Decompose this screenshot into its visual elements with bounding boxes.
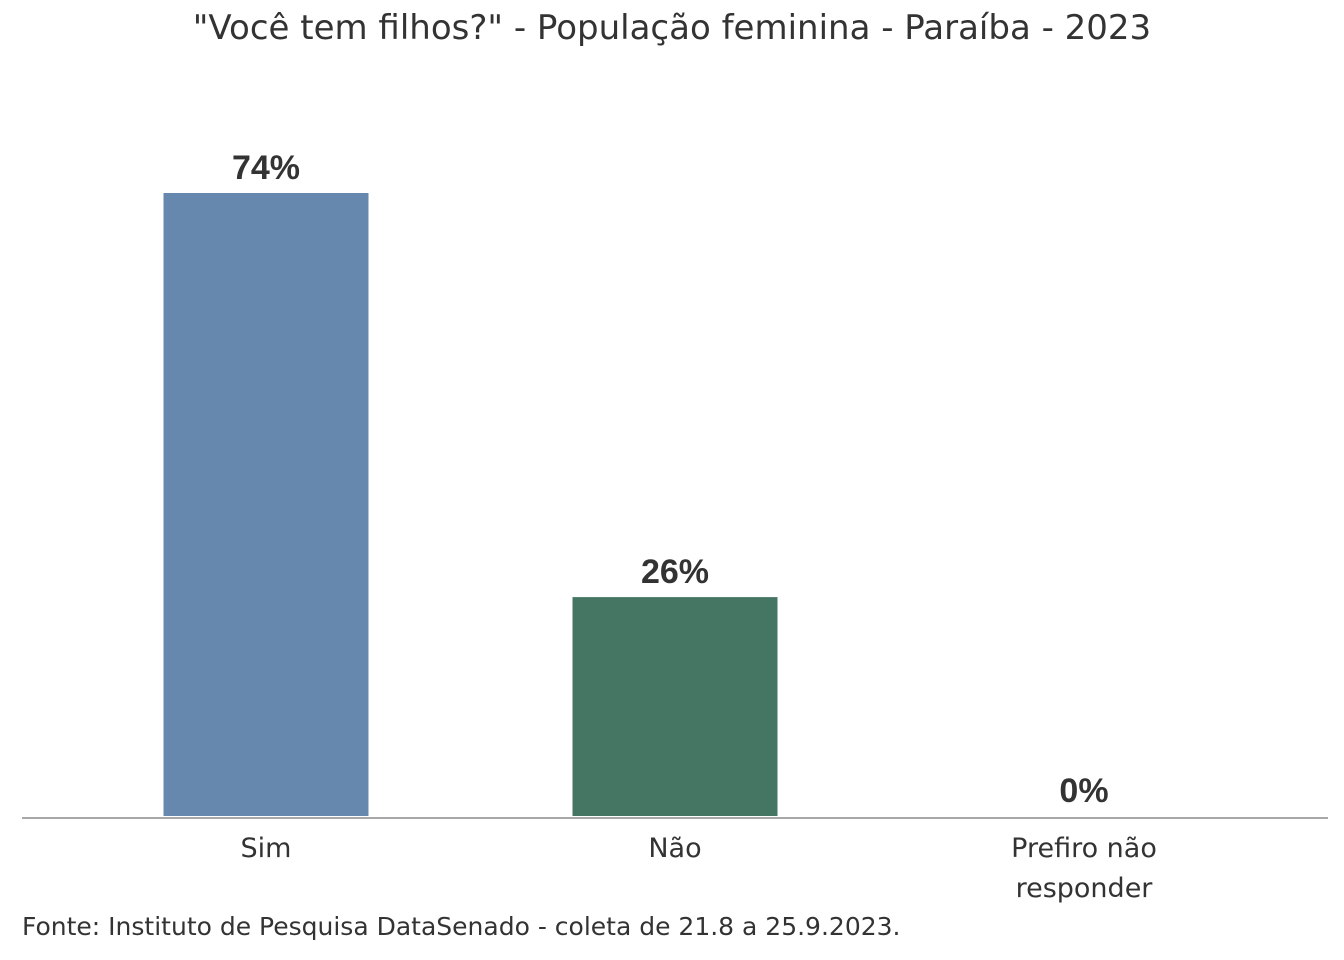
source-note: Fonte: Instituto de Pesquisa DataSenado … <box>22 912 901 941</box>
chart-title: "Você tem filhos?" - População feminina … <box>192 8 1152 48</box>
x-tick-label-1: Sim <box>241 833 292 864</box>
value-label-1: 74% <box>232 149 300 187</box>
tick-labels-layer: Sim Não Prefiro não responder <box>241 833 1157 904</box>
value-labels-layer: 74% 26% 0% <box>232 149 1109 810</box>
bars-layer <box>163 193 778 816</box>
value-label-2: 26% <box>641 553 709 591</box>
x-tick-label-3-line-2: responder <box>1016 873 1154 904</box>
value-label-3: 0% <box>1059 772 1108 810</box>
x-tick-label-3-line-1: Prefiro não <box>1011 833 1157 864</box>
bar-1 <box>163 193 369 816</box>
x-tick-label-2: Não <box>648 833 701 864</box>
bar-2 <box>572 597 778 816</box>
